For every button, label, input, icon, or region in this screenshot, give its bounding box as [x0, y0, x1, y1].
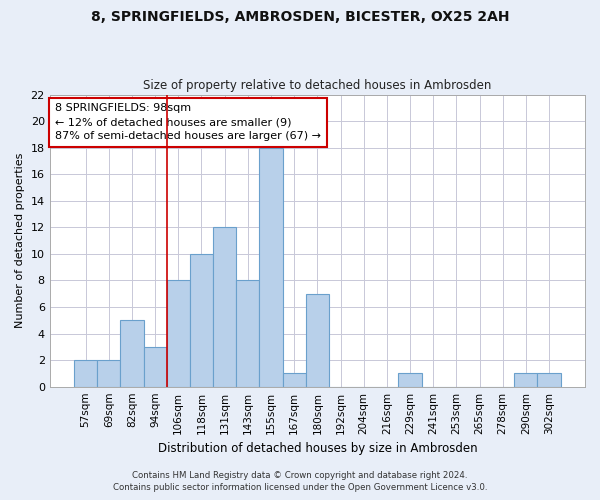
Bar [190, 254, 213, 386]
Bar [121, 320, 143, 386]
X-axis label: Distribution of detached houses by size in Ambrosden: Distribution of detached houses by size … [158, 442, 477, 455]
Bar [259, 148, 283, 386]
Bar [74, 360, 97, 386]
Bar [398, 374, 422, 386]
Bar [213, 228, 236, 386]
Bar [236, 280, 259, 386]
Bar [167, 280, 190, 386]
Bar [538, 374, 560, 386]
Bar [97, 360, 121, 386]
Text: 8, SPRINGFIELDS, AMBROSDEN, BICESTER, OX25 2AH: 8, SPRINGFIELDS, AMBROSDEN, BICESTER, OX… [91, 10, 509, 24]
Text: 8 SPRINGFIELDS: 98sqm
← 12% of detached houses are smaller (9)
87% of semi-detac: 8 SPRINGFIELDS: 98sqm ← 12% of detached … [55, 104, 321, 142]
Title: Size of property relative to detached houses in Ambrosden: Size of property relative to detached ho… [143, 79, 491, 92]
Bar [143, 347, 167, 387]
Bar [514, 374, 538, 386]
Bar [283, 374, 306, 386]
Text: Contains HM Land Registry data © Crown copyright and database right 2024.
Contai: Contains HM Land Registry data © Crown c… [113, 471, 487, 492]
Y-axis label: Number of detached properties: Number of detached properties [15, 153, 25, 328]
Bar [306, 294, 329, 386]
